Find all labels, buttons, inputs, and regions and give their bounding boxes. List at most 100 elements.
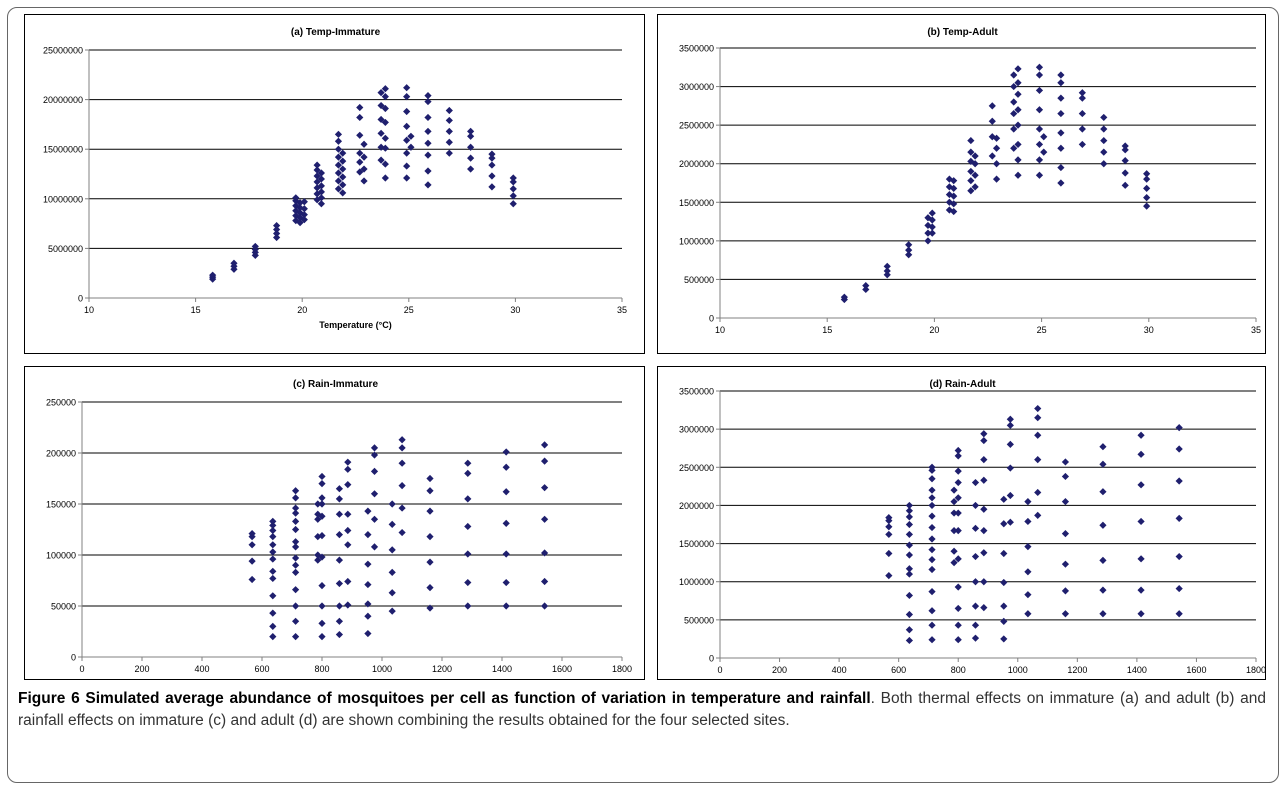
data-point [292, 554, 300, 562]
data-point [424, 151, 432, 159]
data-point [426, 487, 434, 495]
data-point [292, 602, 300, 610]
data-point [971, 478, 980, 487]
data-point [364, 612, 372, 620]
data-point [1143, 170, 1151, 178]
x-tick-label: 600 [254, 664, 269, 674]
data-point [248, 557, 256, 565]
data-point [1175, 477, 1183, 485]
data-point [464, 495, 472, 503]
data-point [980, 604, 988, 612]
data-point [370, 444, 379, 452]
x-tick-label: 800 [951, 665, 966, 675]
chart-panel-rain-adult: (d) Rain-Adult 0 500000 1000000 1500000 20000… [657, 366, 1266, 680]
data-point [269, 592, 277, 600]
data-point [1000, 635, 1008, 643]
data-point [992, 160, 1001, 168]
data-point [967, 157, 975, 165]
data-point [928, 565, 936, 574]
data-point [1100, 125, 1108, 133]
data-point [360, 153, 368, 161]
data-point [403, 93, 411, 101]
data-point [296, 219, 304, 227]
data-point [313, 190, 321, 198]
y-tick-label: 0 [709, 654, 714, 664]
data-point [318, 500, 326, 508]
data-point [1000, 617, 1008, 625]
data-point [300, 205, 308, 213]
data-point [364, 600, 372, 608]
data-point [928, 546, 936, 554]
x-tick-label: 20 [297, 305, 307, 315]
x-tick-label: 35 [617, 305, 627, 315]
data-point [313, 178, 321, 186]
data-point [377, 129, 385, 137]
x-tick-label: 15 [822, 325, 832, 335]
data-point [269, 567, 277, 575]
data-point [398, 436, 406, 444]
data-point [339, 149, 347, 157]
data-point [403, 162, 411, 170]
data-point [403, 122, 411, 130]
data-point [317, 200, 325, 208]
data-point [988, 102, 996, 110]
data-point [318, 480, 326, 488]
data-point [381, 93, 389, 101]
data-point [344, 481, 352, 489]
data-point [360, 140, 368, 148]
data-point [1137, 431, 1145, 439]
data-point [1000, 495, 1008, 503]
data-point [334, 137, 343, 145]
data-point [1035, 171, 1044, 179]
data-point [339, 189, 347, 197]
data-point [292, 207, 300, 215]
data-point [381, 174, 389, 182]
data-point [364, 531, 372, 539]
data-point [317, 188, 325, 196]
data-point [980, 527, 988, 535]
x-tick-label: 15 [191, 305, 201, 315]
y-tick-label: 20000000 [43, 95, 83, 105]
data-point [1057, 179, 1065, 187]
data-point [335, 531, 343, 539]
data-point [248, 541, 256, 549]
data-point [971, 621, 980, 629]
y-tick-label: 2500000 [679, 463, 714, 473]
chart-title: (c) Rain-Immature [293, 379, 378, 390]
data-point [314, 500, 322, 508]
data-point [992, 144, 1001, 152]
x-tick-label: 400 [832, 665, 847, 675]
data-point [407, 143, 415, 151]
data-point [1010, 82, 1018, 91]
y-tick-label: 15000000 [43, 145, 83, 155]
data-point [509, 192, 517, 200]
data-point [1014, 106, 1022, 114]
x-tick-label: 600 [891, 665, 906, 675]
data-point [370, 490, 379, 498]
data-point [300, 211, 308, 219]
data-point [1024, 591, 1032, 599]
data-point [992, 134, 1001, 142]
x-tick-label: 10 [715, 325, 725, 335]
data-point [318, 472, 326, 481]
data-point [464, 550, 472, 558]
data-point [269, 548, 277, 556]
data-point [426, 558, 434, 566]
data-point [928, 621, 936, 629]
x-tick-label: 1200 [432, 664, 452, 674]
data-point [335, 630, 343, 639]
data-point [403, 174, 411, 182]
x-tick-label: 0 [79, 664, 84, 674]
data-point [928, 555, 936, 564]
data-point [269, 555, 277, 563]
data-point [318, 633, 326, 641]
data-point [398, 504, 406, 512]
data-point [1034, 511, 1042, 519]
data-point [954, 452, 962, 460]
data-point [381, 85, 389, 93]
x-tick-label: 200 [134, 664, 149, 674]
data-point [488, 161, 496, 169]
data-point [502, 488, 510, 496]
data-point [967, 136, 975, 145]
data-point [992, 175, 1001, 183]
